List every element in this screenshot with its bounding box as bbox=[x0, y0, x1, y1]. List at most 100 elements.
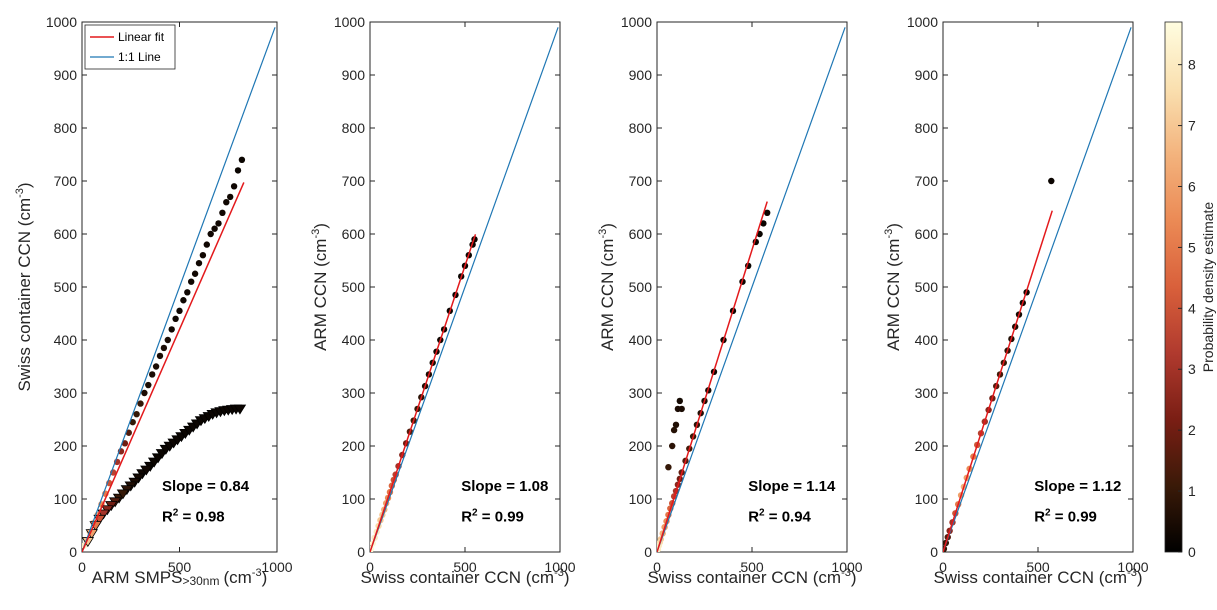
y-tick-label: 0 bbox=[69, 544, 77, 560]
y-tick-label: 300 bbox=[915, 385, 939, 401]
data-point bbox=[172, 315, 179, 322]
slope-label: Slope = 1.12 bbox=[1034, 478, 1121, 495]
y-axis-label: ARM CCN (cm-3) bbox=[597, 223, 617, 351]
x-axis-label-main: Swiss container CCN (cm bbox=[360, 568, 554, 587]
y-tick-label: 100 bbox=[342, 491, 366, 507]
one-to-one-line bbox=[370, 27, 559, 552]
r2-value: = 0.99 bbox=[478, 508, 524, 525]
colorbar-tick-label: 5 bbox=[1188, 239, 1196, 255]
x-tick-label: 1000 bbox=[831, 559, 862, 575]
r2-superscript: 2 bbox=[1045, 507, 1051, 518]
y-tick-label: 500 bbox=[629, 279, 653, 295]
r2-symbol: R bbox=[1034, 508, 1045, 525]
data-point bbox=[149, 371, 156, 378]
data-point bbox=[164, 336, 171, 344]
y-axis-label: Swiss container CCN (cm-3) bbox=[14, 182, 34, 391]
y-tick-label: 300 bbox=[629, 385, 653, 401]
data-point-triangle bbox=[233, 404, 247, 415]
y-axis-label-main: ARM CCN (cm bbox=[884, 239, 903, 351]
y-axis-label: ARM CCN (cm-3) bbox=[883, 223, 903, 351]
y-tick-label: 700 bbox=[342, 173, 366, 189]
x-tick-label: 500 bbox=[1026, 559, 1050, 575]
r2-superscript: 2 bbox=[759, 507, 765, 518]
r2-superscript: 2 bbox=[472, 507, 478, 518]
y-tick-label: 1000 bbox=[621, 14, 652, 30]
data-point bbox=[764, 209, 771, 216]
y-axis-label-close: ) bbox=[15, 182, 34, 188]
y-tick-label: 800 bbox=[54, 120, 78, 136]
y-tick-label: 0 bbox=[930, 544, 938, 560]
r-squared-label: R2 = 0.98 bbox=[162, 507, 225, 525]
data-point bbox=[669, 442, 676, 450]
data-point bbox=[223, 199, 230, 206]
slope-label: Slope = 1.14 bbox=[748, 478, 836, 495]
y-tick-label: 100 bbox=[54, 491, 78, 507]
y-axis-label-main: ARM CCN (cm bbox=[598, 239, 617, 351]
x-tick-label: 500 bbox=[453, 559, 477, 575]
data-point bbox=[665, 464, 672, 471]
colorbar-tick-label: 8 bbox=[1188, 57, 1196, 73]
data-point bbox=[227, 193, 234, 201]
x-axis-label-main: Swiss container CCN (cm bbox=[647, 568, 841, 587]
y-tick-label: 600 bbox=[54, 226, 78, 242]
data-layer bbox=[370, 27, 559, 552]
data-point bbox=[129, 418, 136, 426]
y-tick-label: 400 bbox=[54, 332, 78, 348]
y-tick-label: 300 bbox=[342, 385, 366, 401]
x-axis-label-close: ) bbox=[564, 568, 570, 587]
colorbar-label: Probability density estimate bbox=[1200, 202, 1216, 373]
y-tick-label: 600 bbox=[915, 226, 939, 242]
r2-value: = 0.99 bbox=[1051, 508, 1097, 525]
r2-value: = 0.94 bbox=[765, 508, 812, 525]
data-point bbox=[207, 230, 214, 238]
data-point bbox=[760, 220, 767, 227]
linear-fit-line bbox=[370, 234, 477, 552]
colorbar: 0 1 2 3 4 5 6 7 8 Probability density estimate bbox=[1164, 21, 1216, 560]
data-point bbox=[156, 352, 164, 360]
data-point bbox=[195, 259, 203, 267]
y-axis-label-exp: -3 bbox=[14, 188, 26, 198]
x-axis-label-unit: (cm bbox=[223, 568, 251, 587]
panel-b: 0 100 200 300 400 500 600 700 800 900 1000 0 500 1000… bbox=[310, 14, 576, 587]
data-point bbox=[188, 278, 195, 285]
data-point bbox=[203, 241, 210, 248]
data-point bbox=[230, 183, 238, 190]
y-tick-label: 500 bbox=[54, 279, 78, 295]
x-tick-label: 1000 bbox=[544, 559, 575, 575]
data-layer bbox=[82, 27, 276, 552]
data-point bbox=[215, 220, 222, 227]
x-axis-label: Swiss container CCN (cm-3) bbox=[647, 567, 856, 587]
y-tick-label: 1000 bbox=[334, 14, 365, 30]
panel-a: 0 100 200 300 400 500 600 700 800 900 1000 0 500 1000… bbox=[14, 14, 293, 588]
x-tick-label: 0 bbox=[939, 559, 947, 575]
y-axis-label: ARM CCN (cm-3) bbox=[310, 223, 330, 351]
y-tick-label: 600 bbox=[342, 226, 366, 242]
one-to-one-line bbox=[82, 27, 276, 552]
y-tick-label: 400 bbox=[915, 332, 939, 348]
colorbar-tick-label: 6 bbox=[1188, 178, 1196, 194]
data-point bbox=[676, 397, 683, 405]
y-tick-label: 400 bbox=[629, 332, 653, 348]
data-point bbox=[160, 344, 168, 352]
data-point bbox=[191, 270, 199, 277]
colorbar-tick-label: 0 bbox=[1188, 544, 1196, 560]
y-axis-label-main: Swiss container CCN (cm bbox=[15, 198, 34, 392]
data-point-triangle bbox=[140, 465, 153, 476]
panel-c: 0 100 200 300 400 500 600 700 800 900 1000 0 500 1000… bbox=[597, 14, 863, 587]
data-point bbox=[133, 411, 140, 418]
y-axis-label-exp: -3 bbox=[883, 229, 895, 239]
y-tick-label: 700 bbox=[54, 173, 78, 189]
colorbar-tick-label: 7 bbox=[1188, 118, 1196, 134]
y-tick-label: 500 bbox=[342, 279, 366, 295]
y-tick-label: 200 bbox=[342, 438, 366, 454]
y-axis-label-exp: -3 bbox=[310, 229, 322, 239]
x-axis-label-close: ) bbox=[1137, 568, 1143, 587]
data-point bbox=[168, 326, 175, 333]
y-tick-label: 200 bbox=[915, 438, 939, 454]
data-point bbox=[1048, 177, 1055, 185]
y-tick-label: 100 bbox=[629, 491, 653, 507]
y-tick-label: 400 bbox=[342, 332, 366, 348]
r2-value: = 0.98 bbox=[178, 508, 224, 525]
y-tick-label: 900 bbox=[915, 67, 939, 83]
